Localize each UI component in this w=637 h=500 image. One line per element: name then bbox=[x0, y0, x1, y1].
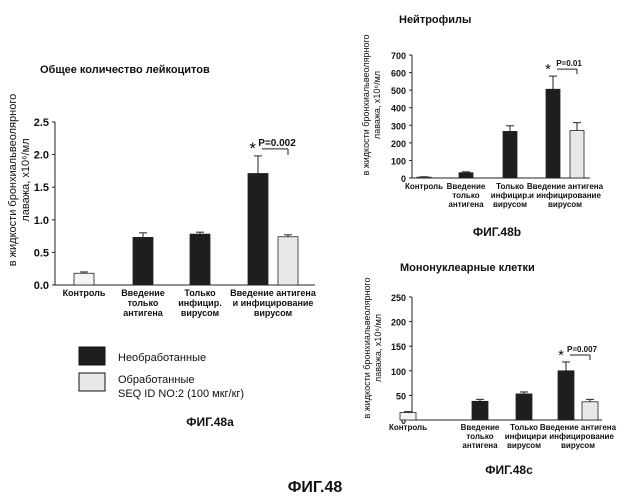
x-category-label: антигена bbox=[462, 441, 498, 450]
x-category-label: только bbox=[466, 432, 493, 441]
x-category-label: вирусом bbox=[507, 441, 541, 450]
x-category-label: вирусом bbox=[561, 441, 595, 450]
y-axis-label-line1: в жидкости бронхиальвеолярного bbox=[362, 277, 372, 418]
y-axis-label-line1: в жидкости бронхиальвеолярного bbox=[7, 94, 19, 266]
x-category-label: Введение bbox=[461, 423, 500, 432]
x-category-label: Введение bbox=[447, 182, 486, 191]
bar-untreated bbox=[247, 173, 269, 286]
y-tick-label: 250 bbox=[391, 293, 406, 303]
bar-untreated bbox=[471, 400, 489, 421]
figure-caption: ФИГ.48 bbox=[288, 479, 343, 496]
y-axis-label-line2: лаважа, x10⁶/мл bbox=[372, 71, 382, 139]
y-axis-label: в жидкости бронхиальвеолярноголаважа, x1… bbox=[362, 277, 383, 418]
bar-untreated bbox=[458, 172, 474, 179]
y-tick-label: 100 bbox=[391, 156, 406, 166]
x-category-label: антигена bbox=[123, 308, 164, 318]
y-tick-label: 100 bbox=[391, 367, 406, 377]
y-tick-label: 200 bbox=[391, 139, 406, 149]
bar-treated bbox=[569, 130, 585, 179]
x-category-label: Введение антигена bbox=[230, 288, 317, 298]
bar-untreated bbox=[502, 131, 518, 179]
y-tick-label: 500 bbox=[391, 86, 406, 96]
x-category-label: Контроль bbox=[63, 288, 106, 298]
bar-untreated bbox=[132, 237, 154, 286]
x-category-label: Контроль bbox=[389, 423, 427, 432]
bar-untreated bbox=[399, 412, 417, 421]
y-tick-label: 400 bbox=[391, 104, 406, 114]
chart-panel-a: Общее количество лейкоцитов ФИГ.48a 0.0 0… bbox=[7, 64, 317, 429]
chart-c-title: Мононуклеарные клетки bbox=[400, 262, 535, 274]
x-category-label: только bbox=[452, 191, 479, 200]
bar-untreated bbox=[545, 88, 561, 179]
significance-star: * bbox=[558, 347, 564, 364]
x-category-label: и инфицирование bbox=[542, 432, 614, 441]
y-tick-label: 50 bbox=[396, 391, 406, 401]
y-tick-label: 150 bbox=[391, 342, 406, 352]
y-axis-label: в жидкости бронхиальвеолярноголаважа, x1… bbox=[361, 34, 382, 175]
chart-a-title: Общее количество лейкоцитов bbox=[40, 64, 210, 76]
legend: Необработанные Обработанные SEQ ID NO:2 … bbox=[78, 346, 244, 400]
x-category-label: Контроль bbox=[405, 182, 443, 191]
x-category-label: инфицир. bbox=[491, 191, 530, 200]
y-axis-label-line1: в жидкости бронхиальвеолярного bbox=[361, 34, 371, 175]
x-category-label: только bbox=[128, 298, 159, 308]
y-axis-label: в жидкости бронхиальвеолярноголаважа, x1… bbox=[7, 94, 32, 266]
y-tick-label: 0.0 bbox=[34, 280, 49, 292]
y-tick-label: 2.5 bbox=[34, 117, 49, 129]
y-tick-label: 300 bbox=[391, 121, 406, 131]
y-tick-label: 1.0 bbox=[34, 215, 49, 227]
y-tick-label: 0 bbox=[401, 174, 406, 184]
x-category-label: антигена bbox=[448, 200, 484, 209]
x-category-label: Только bbox=[510, 423, 538, 432]
x-category-label: вирусом bbox=[254, 308, 293, 318]
y-tick-label: 2.0 bbox=[34, 150, 49, 162]
bar-untreated bbox=[557, 370, 575, 421]
y-tick-label: 0.5 bbox=[34, 247, 49, 259]
y-axis-label-line2: лаважа, x10⁶/мл bbox=[373, 314, 383, 382]
x-category-label: и инфицирование bbox=[233, 298, 314, 308]
chart-c-caption: ФИГ.48c bbox=[485, 463, 533, 477]
x-category-label: Введение bbox=[121, 288, 165, 298]
bar-untreated bbox=[189, 233, 211, 286]
legend-swatch-treated bbox=[78, 372, 106, 392]
chart-b-title: Нейтрофилы bbox=[399, 14, 471, 26]
x-category-label: Только bbox=[496, 182, 524, 191]
x-category-label: Только bbox=[184, 288, 216, 298]
y-tick-label: 0 bbox=[401, 416, 406, 426]
y-tick-label: 1.5 bbox=[34, 182, 49, 194]
x-category-label: инфицир. bbox=[505, 432, 544, 441]
legend-label-treated-line1: Обработанные bbox=[118, 374, 194, 386]
y-tick-label: 700 bbox=[391, 51, 406, 61]
bar-treated bbox=[581, 401, 599, 421]
y-tick-label: 200 bbox=[391, 318, 406, 328]
significance-star: * bbox=[249, 139, 256, 158]
significance-p-value: P=0.007 bbox=[567, 345, 598, 354]
significance-star: * bbox=[545, 61, 551, 78]
chart-b-caption: ФИГ.48b bbox=[473, 225, 521, 239]
legend-swatch-untreated bbox=[78, 346, 106, 366]
significance-p-value: P=0.01 bbox=[556, 59, 582, 68]
bar-treated bbox=[277, 236, 299, 286]
chart-panel-b: Нейтрофилы ФИГ.48b 0 100 200 300 400 500 600 70… bbox=[361, 14, 604, 239]
chart-panel-c: Мононуклеарные клетки ФИГ.48c 0 50 100 150 2… bbox=[362, 262, 617, 477]
significance-p-value: P=0.002 bbox=[258, 138, 296, 149]
x-category-label: Введение антигена bbox=[540, 423, 617, 432]
y-tick-label: 600 bbox=[391, 69, 406, 79]
x-category-label: и инфицирование bbox=[529, 191, 601, 200]
y-axis-label-line2: лаважа, x10⁶/мл bbox=[20, 138, 32, 221]
bar-untreated bbox=[73, 272, 95, 286]
x-category-label: вирусом bbox=[548, 200, 582, 209]
legend-label-untreated: Необработанные bbox=[118, 352, 206, 364]
x-category-label: Введение антигена bbox=[527, 182, 604, 191]
x-category-label: вирусом bbox=[181, 308, 220, 318]
x-category-label: инфицир. bbox=[178, 298, 221, 308]
x-category-label: вирусом bbox=[493, 200, 527, 209]
legend-label-treated-line2: SEQ ID NO:2 (100 мкг/кг) bbox=[118, 388, 244, 400]
bar-untreated bbox=[515, 393, 533, 421]
chart-a-caption: ФИГ.48a bbox=[186, 415, 234, 429]
